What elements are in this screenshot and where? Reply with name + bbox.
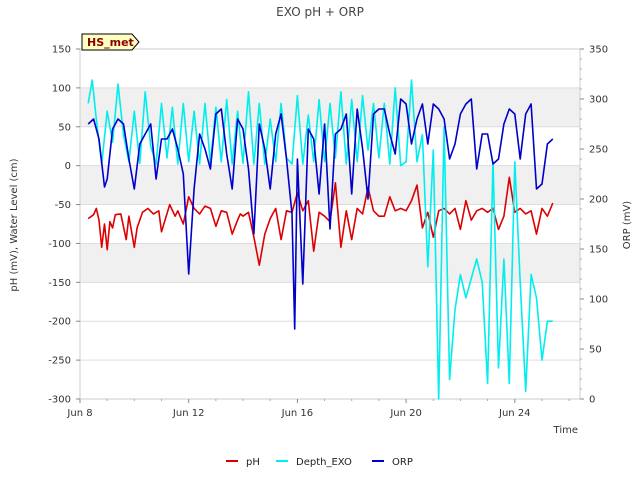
left-tick-label: -150 — [48, 278, 71, 289]
hs-met-badge-label: HS_met — [87, 36, 134, 49]
plot-bands — [80, 87, 580, 283]
left-axis-ticks: -300 -250 -200 -150 -100 -50 0 50 100 150 — [48, 45, 80, 406]
right-axis-ticks: 0 50 100 150 200 250 300 350 — [580, 45, 608, 406]
plot-frame — [79, 48, 581, 400]
right-tick-label: 300 — [589, 95, 608, 106]
right-tick-label: 50 — [589, 345, 602, 356]
right-tick-label: 350 — [589, 45, 608, 56]
x-tick-label: Jun 24 — [498, 408, 531, 419]
left-tick-label: 0 — [65, 161, 71, 172]
x-tick-label: Jun 12 — [172, 408, 205, 419]
legend-item-depth-exo: Depth_EXO — [276, 457, 352, 468]
series-line-ph — [87, 176, 554, 267]
x-axis-title: Time — [553, 425, 578, 436]
left-tick-label: -300 — [48, 395, 71, 406]
x-axis-ticks: Jun 8 Jun 12 Jun 16 Jun 20 Jun 24 — [66, 399, 570, 419]
legend-label: ORP — [392, 457, 413, 468]
legend-label: pH — [246, 457, 260, 468]
series-line-depth-exo — [87, 79, 553, 400]
left-tick-label: -100 — [48, 239, 71, 250]
right-tick-label: 0 — [589, 395, 595, 406]
y-axis-right-title: ORP (mV) — [622, 201, 633, 250]
legend-item-orp: ORP — [372, 457, 413, 468]
right-tick-label: 150 — [589, 245, 608, 256]
series-layer — [87, 79, 554, 400]
left-tick-label: 50 — [58, 122, 71, 133]
x-tick-label: Jun 8 — [66, 408, 92, 419]
left-tick-label: -200 — [48, 317, 71, 328]
right-tick-label: 200 — [589, 195, 608, 206]
right-tick-label: 250 — [589, 145, 608, 156]
left-tick-label: -250 — [48, 356, 71, 367]
hs-met-badge: HS_met — [81, 33, 140, 51]
legend: pH Depth_EXO ORP — [226, 457, 413, 468]
legend-item-ph: pH — [226, 457, 260, 468]
left-tick-label: 150 — [52, 45, 71, 56]
x-tick-label: Jun 16 — [281, 408, 314, 419]
x-tick-label: Jun 20 — [389, 408, 422, 419]
legend-label: Depth_EXO — [296, 457, 352, 468]
y-axis-left-title: pH (mV), Water Level (cm) — [9, 158, 20, 291]
plot-band-1 — [80, 165, 580, 205]
chart-title: EXO pH + ORP — [276, 5, 364, 19]
left-tick-label: 100 — [52, 83, 71, 94]
left-tick-label: -50 — [55, 200, 71, 211]
series-line-orp — [87, 98, 554, 330]
right-tick-label: 100 — [589, 295, 608, 306]
